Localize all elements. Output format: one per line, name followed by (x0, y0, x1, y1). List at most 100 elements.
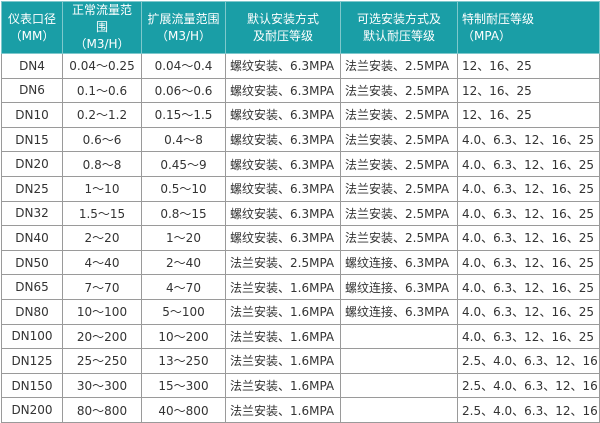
table-cell: 20～200 (62, 323, 142, 350)
header-line: 默认安装方式 (246, 11, 319, 26)
table-cell: 4.0、6.3、12、16、25 (457, 200, 600, 227)
table-row: DN65 7～70 4～70 法兰安装、1.6MPA 螺纹连接、6.3MPA 4.0、6.… (1, 274, 600, 300)
table-cell: 2.5、4.0、6.3、12、16 (457, 348, 600, 374)
table-cell: 4～70 (141, 274, 226, 300)
table-row: DN32 1.5～15 0.8～15 螺纹安装、6.3MPA 法兰安装、2.5MPA 4.… (1, 200, 600, 227)
table-cell: 法兰安装、2.5MPA (225, 249, 341, 276)
header-line: （MM） (9, 28, 55, 43)
header-line: （M3/H） (155, 28, 212, 43)
table-cell: DN25 (1, 175, 63, 202)
column-header: 正常流量范围 （M3/H） (62, 1, 142, 54)
header-line: （MPA） (462, 28, 512, 43)
table-cell: 0.6～6 (62, 126, 142, 153)
table-cell: 法兰安装、2.5MPA (340, 151, 458, 177)
table-row: DN25 1～10 0.5～10 螺纹安装、6.3MPA 法兰安装、2.5MPA 4.0、… (1, 175, 600, 202)
table-cell: 0.4～8 (141, 126, 226, 153)
table-cell: 0.45～9 (141, 151, 226, 177)
table-row: DN100 20～200 10～200 法兰安装、1.6MPA 4.0、6.3、12、1… (1, 323, 600, 350)
table-cell: 25～250 (62, 348, 142, 374)
table-row: DN50 4～40 2～40 法兰安装、2.5MPA 螺纹连接、6.3MPA 4.0、6.… (1, 249, 600, 276)
table-cell (340, 323, 458, 350)
column-header: 可选安装方式及 默认耐压等级 (340, 1, 458, 54)
table-cell: 12、16、25 (457, 77, 600, 104)
table-row: DN20 0.8～8 0.45～9 螺纹安装、6.3MPA 法兰安装、2.5MPA 4.0… (1, 151, 600, 177)
table-cell: 30～300 (62, 372, 142, 399)
column-header: 默认安装方式 及耐压等级 (225, 1, 341, 54)
table-cell: 法兰安装、2.5MPA (340, 77, 458, 104)
table-cell: 2.5、4.0、6.3、12、16 (457, 397, 600, 423)
table-cell: 螺纹安装、6.3MPA (225, 102, 341, 128)
table-row: DN40 2～20 1～20 螺纹安装、6.3MPA 法兰安装、2.5MPA 4.0、6.… (1, 225, 600, 251)
table-cell: 螺纹安装、6.3MPA (225, 175, 341, 202)
table-cell: DN65 (1, 274, 63, 300)
table-cell: 4～40 (62, 249, 142, 276)
table-cell: 法兰安装、2.5MPA (340, 175, 458, 202)
table-cell: 法兰安装、1.6MPA (225, 372, 341, 399)
table-cell: 0.06～0.6 (141, 77, 226, 104)
table-cell: 4.0、6.3、12、16、25 (457, 323, 600, 350)
table-cell: 1～10 (62, 175, 142, 202)
table-cell: 10～100 (62, 298, 142, 325)
table-cell: 0.1～0.6 (62, 77, 142, 104)
table-cell: 螺纹连接、6.3MPA (340, 274, 458, 300)
header-line: 扩展流量范围 (147, 11, 220, 26)
table-cell: DN6 (1, 77, 63, 104)
table-cell: DN4 (1, 53, 63, 79)
header-line: 仪表口径 (7, 11, 56, 26)
table-row: DN125 25～250 13～250 法兰安装、1.6MPA 2.5、4.0、6.3、… (1, 348, 600, 374)
table-cell: 法兰安装、1.6MPA (225, 323, 341, 350)
table-row: DN10 0.2～1.2 0.15～1.5 螺纹安装、6.3MPA 法兰安装、2.5MP… (1, 102, 600, 128)
table-cell: 4.0、6.3、12、16、25 (457, 274, 600, 300)
column-header: 特制耐压等级 （MPA） (457, 1, 600, 54)
table-row: DN80 10～100 5～100 法兰安装、1.6MPA 螺纹连接、6.3MPA 4.0… (1, 298, 600, 325)
table-cell (340, 372, 458, 399)
table-cell: DN20 (1, 151, 63, 177)
table-cell: 0.8～8 (62, 151, 142, 177)
table-cell (340, 397, 458, 423)
table-cell: DN32 (1, 200, 63, 227)
table-cell: 螺纹安装、6.3MPA (225, 200, 341, 227)
table-cell: 0.04～0.4 (141, 53, 226, 79)
table-cell: 法兰安装、2.5MPA (340, 225, 458, 251)
table-cell: DN10 (1, 102, 63, 128)
table-cell: DN15 (1, 126, 63, 153)
table-cell: DN80 (1, 298, 63, 325)
table-row: DN6 0.1～0.6 0.06～0.6 螺纹安装、6.3MPA 法兰安装、2.5MPA… (1, 77, 600, 104)
table-cell: 法兰安装、1.6MPA (225, 348, 341, 374)
table-cell: DN50 (1, 249, 63, 276)
table-cell: 10～200 (141, 323, 226, 350)
table-cell: 法兰安装、2.5MPA (340, 200, 458, 227)
header-line: 及耐压等级 (252, 28, 313, 43)
table-cell: 法兰安装、2.5MPA (340, 126, 458, 153)
table-cell: 0.8～15 (141, 200, 226, 227)
table-cell: 0.2～1.2 (62, 102, 142, 128)
column-header: 扩展流量范围 （M3/H） (141, 1, 226, 54)
table-cell: 0.15～1.5 (141, 102, 226, 128)
header-line: 正常流量范围 (71, 3, 132, 34)
table-cell: 13～250 (141, 348, 226, 374)
table-cell: DN200 (1, 397, 63, 423)
table-cell: 4.0、6.3、12、16、25 (457, 249, 600, 276)
table-cell: 12、16、25 (457, 53, 600, 79)
header-line: 默认耐压等级 (362, 28, 435, 43)
header-line: 可选安装方式及 (356, 11, 441, 26)
table-cell: 40～800 (141, 397, 226, 423)
table-row: DN200 80～800 40～800 法兰安装、1.6MPA 2.5、4.0、6.3、… (1, 397, 600, 423)
table-cell: 2.5、4.0、6.3、12、16 (457, 372, 600, 399)
table-cell: 0.04～0.25 (62, 53, 142, 79)
table-cell: 4.0、6.3、12、16、25 (457, 225, 600, 251)
table-cell: 螺纹安装、6.3MPA (225, 225, 341, 251)
table-cell: 4.0、6.3、12、16、25 (457, 151, 600, 177)
table-cell (340, 348, 458, 374)
table-cell: 螺纹安装、6.3MPA (225, 126, 341, 153)
header-line: （M3/H） (74, 37, 130, 51)
table-cell: 4.0、6.3、12、16、25 (457, 298, 600, 325)
table-cell: 螺纹安装、6.3MPA (225, 151, 341, 177)
table-cell: DN40 (1, 225, 63, 251)
table-row: DN150 30～300 15～300 法兰安装、1.6MPA 2.5、4.0、6.3、… (1, 372, 600, 399)
table-cell: 0.5～10 (141, 175, 226, 202)
table-cell: 2～40 (141, 249, 226, 276)
table-cell: 1.5～15 (62, 200, 142, 227)
table-cell: 5～100 (141, 298, 226, 325)
